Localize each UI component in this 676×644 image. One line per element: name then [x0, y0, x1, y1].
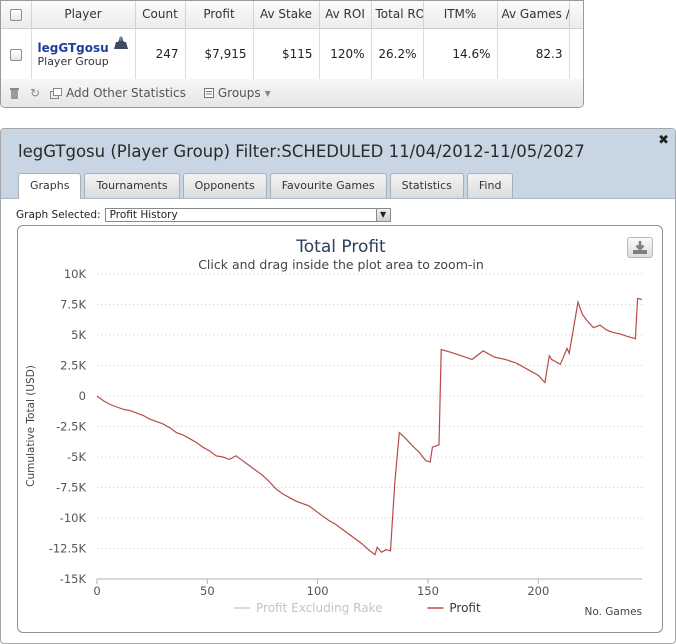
y-axis-label: Cumulative Total (USD)	[25, 365, 37, 487]
row-checkbox-cell[interactable]	[1, 28, 32, 81]
y-tick-label: 10K	[64, 267, 87, 281]
av-roi-cell: 120%	[319, 28, 372, 81]
window-title: legGTgosu (Player Group) Filter:SCHEDULE…	[18, 142, 585, 161]
av-games-cell: 82.3	[497, 28, 570, 81]
column-header-itm[interactable]: ITM%	[423, 1, 498, 29]
trash-icon	[10, 88, 19, 99]
av-stake-cell: $115	[253, 28, 320, 81]
tab-graphs[interactable]: Graphs	[18, 173, 82, 199]
column-header-total-roi[interactable]: Total ROI	[371, 1, 424, 29]
close-icon: ✖	[658, 133, 669, 148]
table-row[interactable]: legGTgosu Player Group 247 $7,915 $115 1…	[1, 28, 583, 81]
tab-statistics[interactable]: Statistics	[389, 173, 464, 198]
add-other-statistics-label: Add Other Statistics	[66, 86, 186, 100]
overflow-cell	[569, 28, 583, 81]
series-line-profit	[96, 297, 643, 556]
graph-select-row: Graph Selected: Profit History ▼	[16, 208, 391, 222]
row-checkbox[interactable]	[9, 48, 22, 61]
close-button[interactable]: ✖	[658, 133, 669, 148]
y-tick-label: -10K	[60, 511, 87, 525]
graph-select-label: Graph Selected:	[16, 209, 101, 221]
player-group-icon	[113, 35, 128, 49]
chart-subtitle: Click and drag inside the plot area to z…	[198, 257, 484, 272]
x-tick-label: 50	[200, 584, 215, 598]
tab-bar: Graphs Tournaments Opponents Favourite G…	[18, 173, 514, 199]
chart-container[interactable]: Total Profit Click and drag inside the pl…	[17, 225, 663, 633]
x-tick-label: 0	[93, 584, 100, 598]
table-header-row: Player Count Profit Av Stake Av ROI Tota…	[1, 1, 583, 29]
stats-toolbar: ↻ Add Other Statistics Groups ▼	[1, 79, 583, 107]
x-axis-label: No. Games	[585, 606, 643, 618]
player-cell[interactable]: legGTgosu Player Group	[31, 28, 136, 81]
x-tick-label: 150	[417, 584, 439, 598]
chevron-down-icon: ▼	[264, 88, 271, 98]
window-header: legGTgosu (Player Group) Filter:SCHEDULE…	[1, 129, 675, 199]
y-tick-label: 2.5K	[60, 359, 86, 373]
tab-find[interactable]: Find	[466, 173, 514, 198]
stats-panel: Player Count Profit Av Stake Av ROI Tota…	[0, 0, 584, 108]
x-tick-label: 100	[307, 584, 329, 598]
groups-icon	[203, 88, 214, 98]
chevron-down-icon: ▼	[375, 209, 390, 221]
y-tick-label: -2.5K	[56, 420, 86, 434]
stats-table: Player Count Profit Av Stake Av ROI Tota…	[1, 1, 583, 81]
column-header-overflow	[569, 1, 583, 29]
select-all-checkbox[interactable]	[9, 8, 22, 21]
legend-item[interactable]: Profit	[449, 601, 481, 615]
total-roi-cell: 26.2%	[371, 28, 424, 81]
column-header-av-games[interactable]: Av Games /	[497, 1, 570, 29]
y-tick-label: -7.5K	[56, 481, 86, 495]
graph-select-value: Profit History	[109, 209, 178, 221]
legend-item[interactable]: Profit Excluding Rake	[256, 601, 382, 615]
refresh-icon: ↻	[30, 86, 41, 100]
column-header-av-roi[interactable]: Av ROI	[319, 1, 372, 29]
add-stats-icon	[50, 87, 63, 99]
y-tick-label: 5K	[71, 328, 86, 342]
y-tick-label: -5K	[67, 450, 86, 464]
groups-dropdown[interactable]: Groups ▼	[203, 86, 271, 100]
column-header-av-stake[interactable]: Av Stake	[253, 1, 320, 29]
select-all-checkbox-header[interactable]	[1, 1, 32, 29]
delete-button[interactable]	[9, 87, 20, 99]
column-header-profit[interactable]: Profit	[185, 1, 254, 29]
itm-cell: 14.6%	[423, 28, 498, 81]
y-tick-label: 7.5K	[60, 298, 86, 312]
tab-opponents[interactable]: Opponents	[182, 173, 267, 198]
refresh-button[interactable]: ↻	[30, 86, 40, 100]
y-tick-label: 0	[79, 389, 86, 403]
y-tick-label: -15K	[60, 572, 87, 586]
tab-favourite-games[interactable]: Favourite Games	[269, 173, 387, 198]
player-name-link[interactable]: legGTgosu	[37, 40, 109, 55]
player-group-label: Player Group	[37, 54, 109, 68]
download-icon	[633, 241, 647, 254]
graph-window: legGTgosu (Player Group) Filter:SCHEDULE…	[0, 128, 676, 644]
y-tick-label: -12.5K	[49, 542, 87, 556]
tab-tournaments[interactable]: Tournaments	[84, 173, 180, 198]
add-other-statistics-button[interactable]: Add Other Statistics	[50, 86, 186, 100]
x-tick-label: 200	[527, 584, 549, 598]
column-header-player[interactable]: Player	[31, 1, 136, 29]
column-header-count[interactable]: Count	[135, 1, 186, 29]
groups-label: Groups	[217, 86, 261, 100]
graph-select-dropdown[interactable]: Profit History ▼	[104, 208, 391, 222]
count-cell: 247	[135, 28, 186, 81]
profit-cell: $7,915	[185, 28, 254, 81]
download-chart-button[interactable]	[627, 237, 653, 258]
chart-title: Total Profit	[295, 237, 386, 257]
